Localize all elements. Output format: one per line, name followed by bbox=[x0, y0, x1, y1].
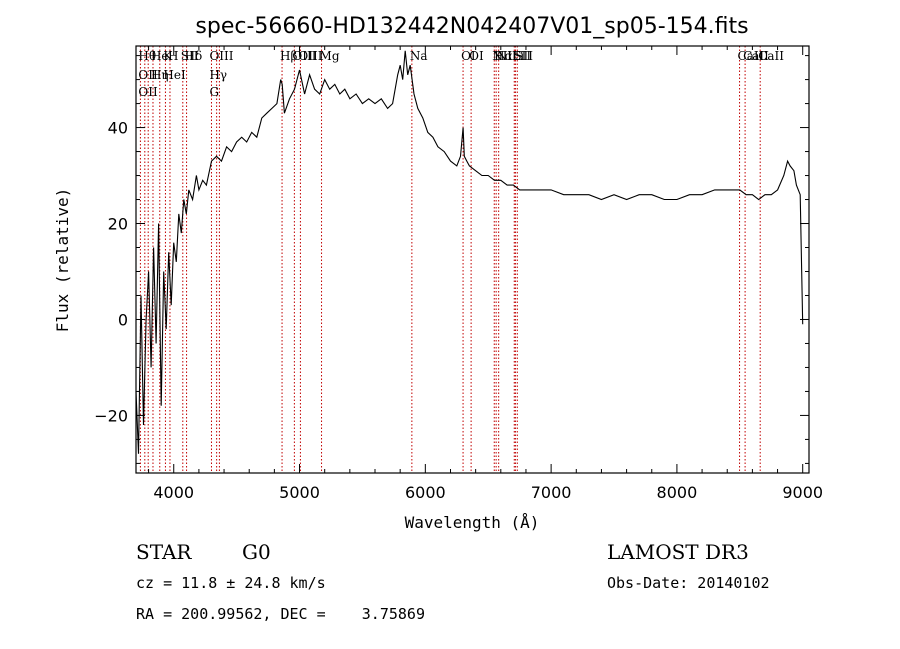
spectral-line-label: G bbox=[209, 85, 219, 99]
spectral-line-label: Hη bbox=[151, 68, 169, 82]
spectral-line-label: OIII bbox=[298, 49, 322, 63]
ra-dec-coordinates: RA = 200.99562, DEC = 3.75869 bbox=[136, 605, 425, 623]
spectral-line-label: SII bbox=[181, 49, 199, 63]
spectral-line-label: CaII bbox=[738, 49, 764, 63]
spectral-line-label: OIII bbox=[292, 49, 316, 63]
y-axis-ticks: −20 0 20 40 bbox=[94, 55, 809, 464]
spectral-line-label: K bbox=[163, 49, 173, 63]
spectral-line-label: OI bbox=[461, 49, 476, 63]
spectral-line-label: Hβ bbox=[280, 49, 297, 63]
y-tick-label: 40 bbox=[108, 119, 128, 138]
spectral-line-label: Na bbox=[410, 49, 428, 63]
spectral-line-label: SII bbox=[515, 49, 533, 63]
survey-name: LAMOST DR3 bbox=[607, 540, 749, 564]
x-tick-label: 5000 bbox=[279, 483, 320, 502]
x-axis-label: Wavelength (Å) bbox=[405, 513, 540, 532]
spectral-line-label: NII bbox=[497, 49, 517, 63]
spectral-line-label: Hδ bbox=[185, 49, 203, 63]
observation-date: Obs-Date: 20140102 bbox=[607, 574, 770, 592]
spectral-line-label: Hγ bbox=[209, 68, 227, 82]
plot-frame bbox=[135, 45, 810, 474]
spectral-line-label: He bbox=[151, 49, 169, 63]
x-tick-label: 9000 bbox=[782, 483, 823, 502]
x-tick-label: 7000 bbox=[531, 483, 572, 502]
spectral-line-label: Hα bbox=[494, 49, 513, 63]
x-tick-label: 6000 bbox=[405, 483, 446, 502]
spectral-line-label: OIII bbox=[209, 49, 233, 63]
chart-title: spec-56660-HD132442N042407V01_sp05-154.f… bbox=[195, 14, 748, 39]
spectral-line-label: OII bbox=[138, 68, 158, 82]
redshift-cz: cz = 11.8 ± 24.8 km/s bbox=[136, 574, 326, 592]
object-class: STAR bbox=[136, 540, 192, 564]
spectral-line-label: H bbox=[168, 49, 178, 63]
spectral-line-label: CaII bbox=[743, 49, 769, 63]
x-tick-label: 8000 bbox=[657, 483, 698, 502]
spectrum-series-line bbox=[135, 50, 804, 454]
spectral-line-label: OII bbox=[138, 85, 158, 99]
spectral-line-label: Li bbox=[512, 49, 524, 63]
spectral-line-markers bbox=[139, 46, 761, 473]
x-axis-ticks: 4000 5000 6000 7000 8000 9000 bbox=[148, 46, 823, 502]
y-axis-label: Flux (relative) bbox=[53, 188, 72, 333]
y-tick-label: −20 bbox=[94, 406, 128, 425]
x-tick-label: 4000 bbox=[153, 483, 194, 502]
y-tick-label: 20 bbox=[108, 215, 128, 234]
spectral-line-label: CaII bbox=[758, 49, 784, 63]
spectral-line-label: OI bbox=[469, 49, 484, 63]
object-subclass: G0 bbox=[242, 540, 271, 564]
y-tick-label: 0 bbox=[118, 310, 128, 329]
spectral-line-label: Mg bbox=[320, 49, 340, 63]
spectral-line-label: SII bbox=[513, 49, 531, 63]
spectral-line-label: NII bbox=[492, 49, 512, 63]
spectral-line-label: HeI bbox=[163, 68, 186, 82]
spectral-line-label: Hθ bbox=[138, 49, 156, 63]
